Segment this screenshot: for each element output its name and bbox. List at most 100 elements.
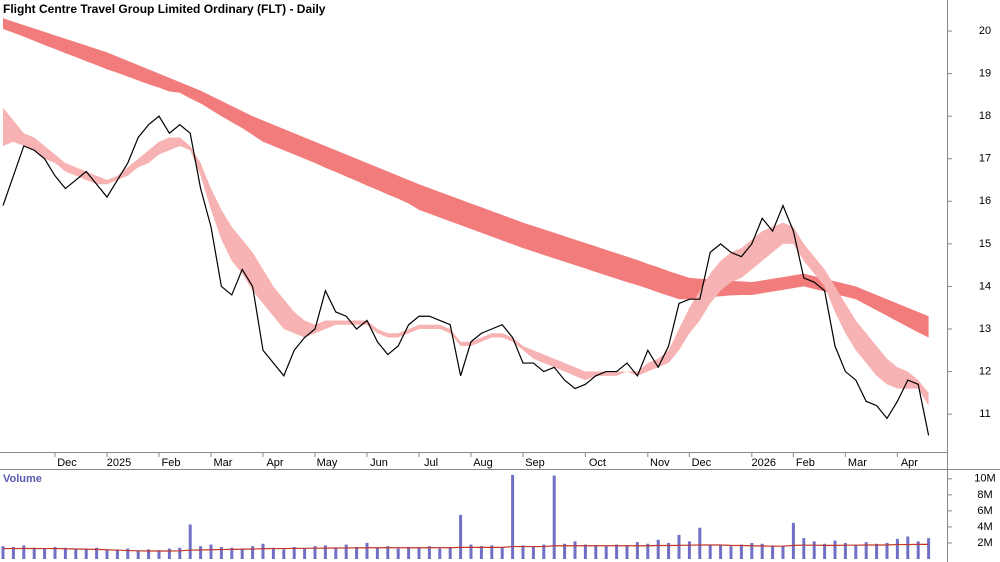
- volume-panel: 2M 4M 6M 8M 10M: [1, 473, 996, 559]
- line: [2, 115, 930, 436]
- volume-bar: [240, 548, 244, 559]
- volume-bar: [531, 546, 535, 559]
- volume-bar: [677, 534, 681, 559]
- volume-bar: [396, 548, 400, 559]
- volume-bar: [667, 542, 671, 559]
- y-tick-label: 15: [979, 238, 991, 250]
- volume-bar: [833, 540, 837, 559]
- band: [3, 107, 929, 406]
- volume-bar: [448, 546, 452, 559]
- volume-bar: [147, 549, 151, 559]
- volume-bar: [63, 547, 67, 559]
- x-tick-label: Feb: [162, 457, 181, 469]
- volume-bar: [656, 539, 660, 559]
- line: [3, 543, 929, 552]
- y-tick-label: 4M: [977, 521, 992, 533]
- volume-bar: [251, 546, 255, 559]
- volume-bar: [344, 544, 348, 559]
- volume-bar: [303, 548, 307, 559]
- volume-bar: [271, 547, 275, 559]
- volume-bar: [84, 548, 88, 559]
- x-tick-label: 2026: [752, 457, 776, 469]
- price-panel: 11 12 13 14 15 16 17 18 19 20 Dec 2025 Feb Mar Apr May J…: [2, 18, 991, 469]
- volume-bar: [854, 544, 858, 559]
- y-tick-label: 10M: [974, 473, 995, 485]
- volume-bar: [136, 550, 140, 559]
- volume-bar: [22, 545, 26, 559]
- volume-bar: [750, 542, 754, 559]
- x-tick-label: 2025: [107, 457, 131, 469]
- y-tick-label: 13: [979, 323, 991, 335]
- volume-bar: [791, 522, 795, 559]
- volume-bar: [739, 544, 743, 559]
- y-tick-label: 16: [979, 195, 991, 207]
- volume-bar: [646, 543, 650, 559]
- volume-bar: [11, 546, 15, 559]
- volume-bar: [479, 546, 483, 559]
- volume-bar: [230, 547, 234, 559]
- y-tick-label: 19: [979, 68, 991, 80]
- volume-bar: [43, 548, 47, 559]
- volume-bar: [323, 545, 327, 559]
- volume-bar: [781, 546, 785, 559]
- volume-bar: [906, 536, 910, 559]
- y-tick-label: 2M: [977, 537, 992, 549]
- volume-bar: [708, 544, 712, 559]
- volume-bar: [927, 538, 931, 559]
- volume-bar: [687, 541, 691, 559]
- volume-bar: [386, 546, 390, 559]
- volume-bar: [802, 538, 806, 559]
- volume-bar: [178, 547, 182, 559]
- volume-bar: [209, 544, 213, 559]
- volume-bar: [552, 475, 556, 559]
- volume-bar: [115, 549, 119, 559]
- x-tick-label: Dec: [692, 457, 712, 469]
- y-tick-label: 8M: [977, 489, 992, 501]
- chart-title: Flight Centre Travel Group Limited Ordin…: [3, 2, 326, 16]
- volume-bar: [313, 546, 317, 559]
- x-tick-label: Oct: [589, 457, 606, 469]
- volume-bar: [843, 542, 847, 559]
- volume-bar: [542, 544, 546, 559]
- volume-bar: [375, 547, 379, 559]
- x-tick-label: Apr: [266, 457, 283, 469]
- volume-bar: [885, 542, 889, 559]
- volume-bar: [635, 542, 639, 559]
- volume-bar: [167, 548, 171, 559]
- volume-bar: [500, 546, 504, 559]
- volume-bar: [438, 548, 442, 559]
- volume-bar: [427, 546, 431, 559]
- volume-bar: [812, 541, 816, 559]
- volume-bar: [1, 546, 5, 559]
- volume-bar: [417, 547, 421, 559]
- volume-bar: [219, 546, 223, 559]
- x-tick-label: May: [317, 457, 338, 469]
- volume-bar: [719, 545, 723, 559]
- volume-bar: [625, 545, 629, 559]
- volume-title: Volume: [3, 473, 42, 485]
- volume-bar: [261, 543, 265, 559]
- x-tick-label: Mar: [214, 457, 233, 469]
- volume-bar: [199, 546, 203, 559]
- volume-bar: [282, 549, 286, 559]
- volume-bar: [573, 541, 577, 559]
- x-tick-label: Aug: [473, 457, 493, 469]
- x-tick-label: Jun: [370, 457, 388, 469]
- y-tick-label: 14: [979, 280, 991, 292]
- volume-bar: [53, 546, 57, 559]
- volume-bar: [126, 548, 130, 559]
- volume-bar: [521, 545, 525, 559]
- band: [3, 18, 929, 338]
- volume-bar: [511, 474, 515, 559]
- volume-bar: [875, 543, 879, 559]
- volume-bar: [895, 538, 899, 559]
- volume-bar: [771, 545, 775, 559]
- x-tick-label: Apr: [901, 457, 918, 469]
- y-tick-label: 11: [979, 408, 990, 420]
- volume-bar: [760, 543, 764, 559]
- y-tick-label: 12: [979, 365, 991, 377]
- volume-bar: [594, 545, 598, 559]
- volume-bar: [469, 544, 473, 559]
- volume-bar: [583, 544, 587, 559]
